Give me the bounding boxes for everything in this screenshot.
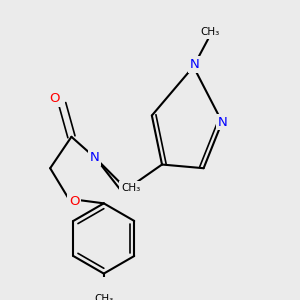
Text: N: N	[90, 151, 99, 164]
Text: N: N	[218, 116, 228, 128]
Text: N: N	[190, 58, 199, 71]
Text: CH₃: CH₃	[200, 27, 220, 38]
Text: O: O	[50, 92, 60, 105]
Text: CH₃: CH₃	[94, 293, 113, 300]
Text: O: O	[69, 195, 80, 208]
Text: CH₃: CH₃	[121, 183, 140, 193]
